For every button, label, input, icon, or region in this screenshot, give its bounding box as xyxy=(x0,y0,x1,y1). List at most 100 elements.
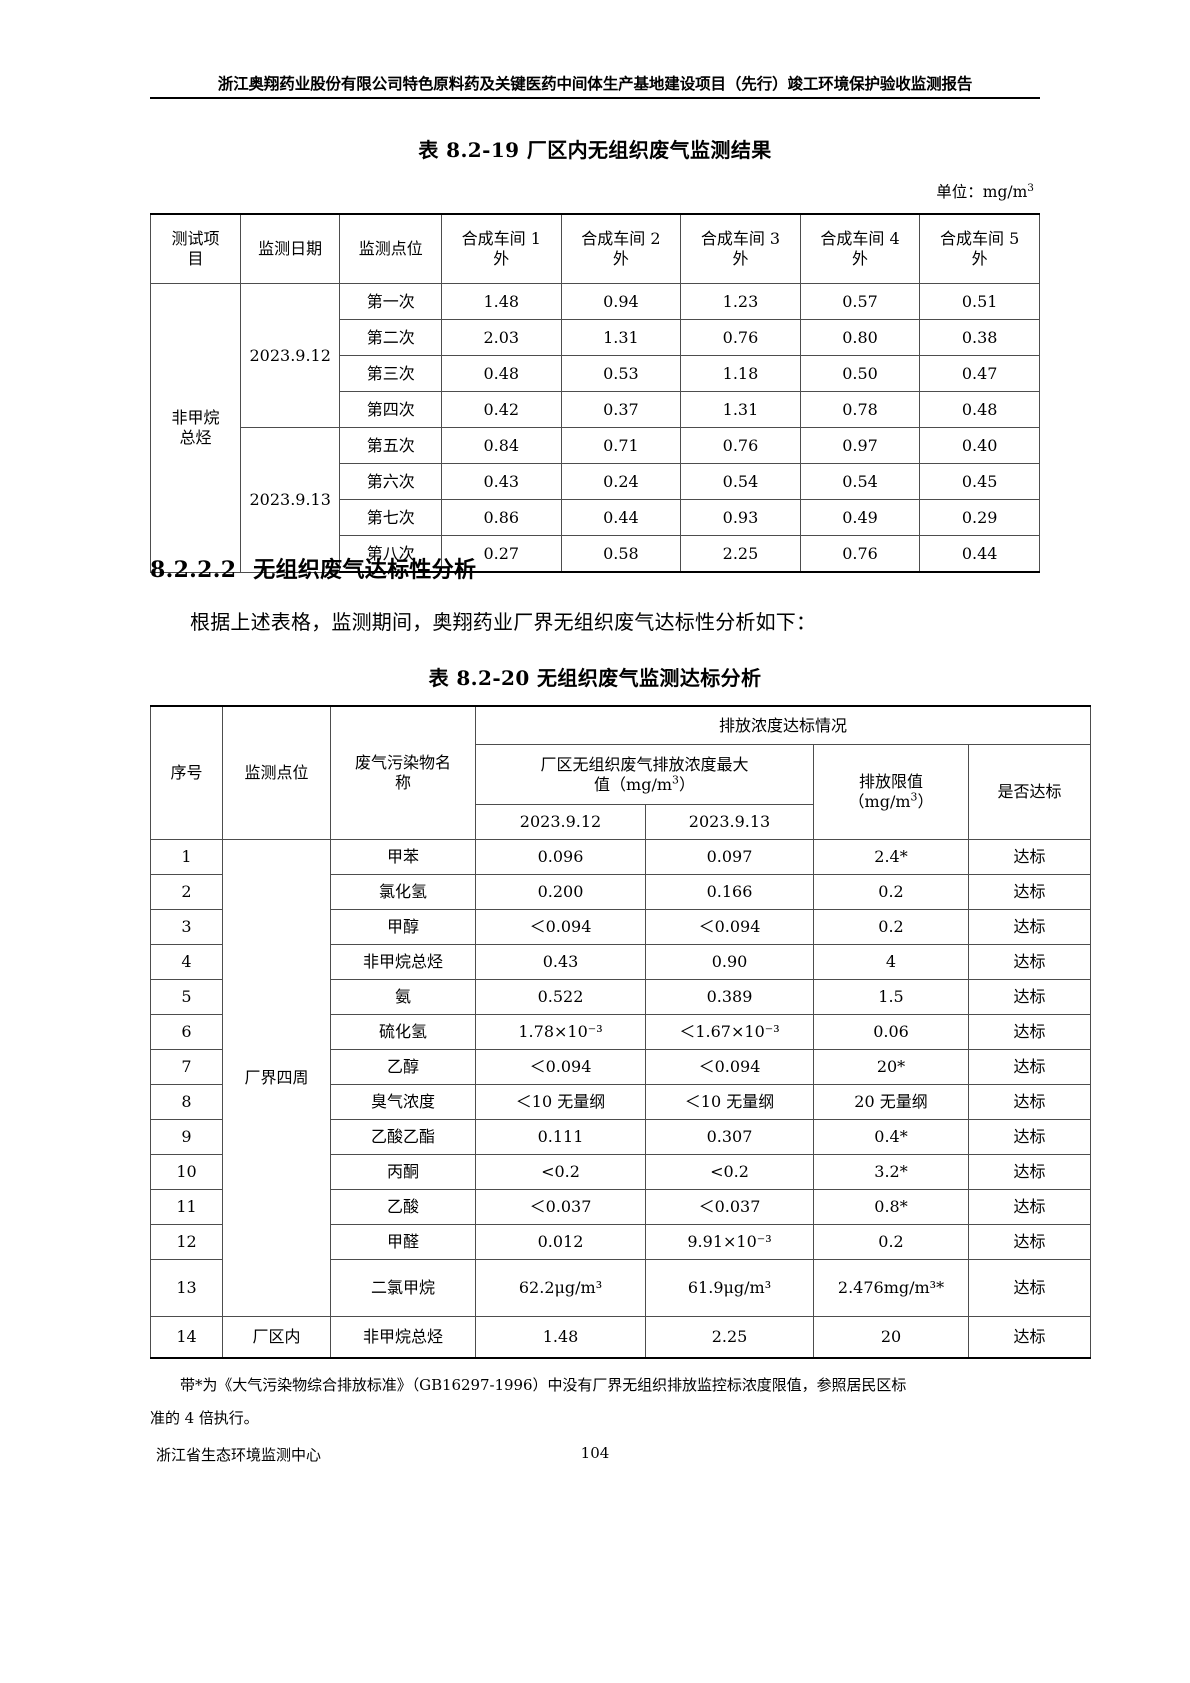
cell-seq: 4 xyxy=(150,944,223,980)
cell-limit: 20 无量纲 xyxy=(813,1084,969,1120)
cell-pollutant: 乙醇 xyxy=(330,1049,476,1085)
cell-value: 0.50 xyxy=(799,355,921,392)
cell-value: 0.49 xyxy=(799,499,921,536)
table-row: 9 乙酸乙酯 0.111 0.307 0.4* 达标 xyxy=(150,1119,1092,1155)
intro-paragraph: 根据上述表格，监测期间，奥翔药业厂界无组织废气达标性分析如下： xyxy=(190,610,817,634)
cell-seq: 3 xyxy=(150,909,223,945)
cell-pollutant: 甲醇 xyxy=(330,909,476,945)
cell-seq: 12 xyxy=(150,1224,223,1260)
cell-point: 第八次 xyxy=(339,535,443,573)
col-header-monitor-point: 监测点位 xyxy=(222,705,331,840)
cell-seq: 7 xyxy=(150,1049,223,1085)
cell-limit: 2.476mg/m³* xyxy=(813,1259,969,1317)
cell-limit: 0.06 xyxy=(813,1014,969,1050)
cell-seq: 8 xyxy=(150,1084,223,1120)
cell-value-date2: 0.90 xyxy=(645,944,814,980)
cell-seq: 14 xyxy=(150,1316,223,1359)
cell-pollutant: 二氯甲烷 xyxy=(330,1259,476,1317)
cell-value: 1.31 xyxy=(560,319,682,356)
cell-value: 0.76 xyxy=(680,427,801,464)
cell-value-date2: 0.389 xyxy=(645,979,814,1015)
table-row: 第七次 0.86 0.44 0.93 0.49 0.29 xyxy=(151,499,1040,536)
status-badge: 达标 xyxy=(967,909,1092,945)
table-20: 序号 监测点位 废气污染物名 称 排放浓度达标情况 厂区无组织废气排放浓度最大 … xyxy=(150,705,1092,1359)
table-row: 第八次 0.27 0.58 2.25 0.76 0.44 xyxy=(151,535,1040,573)
cell-value: 0.44 xyxy=(560,499,682,536)
table-row: 13 二氯甲烷 62.2μg/m³ 61.9μg/m³ 2.476mg/m³* … xyxy=(150,1259,1092,1317)
cell-value: 0.76 xyxy=(680,319,801,356)
cell-value-date1: ＜10 无量纲 xyxy=(475,1084,646,1120)
table-20-header-row-1: 序号 监测点位 废气污染物名 称 排放浓度达标情况 xyxy=(150,705,1092,840)
table-row: 14 厂区内 非甲烷总烃 1.48 2.25 20 达标 xyxy=(150,1316,1092,1359)
cell-value: 0.29 xyxy=(919,499,1040,536)
cell-limit: 20* xyxy=(813,1049,969,1085)
cell-pollutant: 甲苯 xyxy=(330,839,476,875)
cell-value-date1: ＜0.094 xyxy=(475,1049,646,1085)
cell-value-date2: <0.2 xyxy=(645,1154,814,1190)
cell-pollutant: 甲醛 xyxy=(330,1224,476,1260)
cell-test-item: 非甲烷 总烃 xyxy=(150,283,241,573)
section-heading: 8.2.2.2 无组织废气达标性分析 xyxy=(150,552,1040,584)
cell-limit: 0.4* xyxy=(813,1119,969,1155)
table-row: 10 丙酮 <0.2 <0.2 3.2* 达标 xyxy=(150,1154,1092,1190)
status-badge: 达标 xyxy=(967,1259,1092,1317)
cell-limit: 0.8* xyxy=(813,1189,969,1225)
table-row: 2023.9.13 第五次 0.84 0.71 0.76 0.97 0.40 xyxy=(151,427,1040,573)
cell-value-date2: 0.166 xyxy=(645,874,814,910)
cell-value: 0.54 xyxy=(680,463,801,500)
cell-value: 0.37 xyxy=(560,391,682,428)
cell-value-date1: 1.78×10⁻³ xyxy=(475,1014,646,1050)
cell-limit: 3.2* xyxy=(813,1154,969,1190)
cell-seq: 1 xyxy=(150,839,223,875)
cell-value-date1: 0.522 xyxy=(475,979,646,1015)
cell-value-date1: 1.48 xyxy=(475,1316,646,1359)
cell-value-date1: ＜0.037 xyxy=(475,1189,646,1225)
cell-point: 第六次 xyxy=(339,463,443,500)
running-header: 浙江奥翔药业股份有限公司特色原料药及关键医药中间体生产基地建设项目（先行）竣工环… xyxy=(150,74,1040,100)
col-header-workshop-3: 合成车间 3 外 xyxy=(680,213,801,284)
cell-pollutant: 乙酸乙酯 xyxy=(330,1119,476,1155)
cell-value: 0.43 xyxy=(441,463,562,500)
footer-page-number: 104 xyxy=(580,1444,610,1462)
table-row: 8 臭气浓度 ＜10 无量纲 ＜10 无量纲 20 无量纲 达标 xyxy=(150,1084,1092,1120)
cell-value: 0.51 xyxy=(919,283,1040,320)
table-19: 测试项 目 监测日期 监测点位 合成车间 1 外 合成车间 2 外 合成车间 3 xyxy=(150,213,1040,573)
cell-limit: 4 xyxy=(813,944,969,980)
cell-pollutant: 非甲烷总烃 xyxy=(330,944,476,980)
table-row: 4 非甲烷总烃 0.43 0.90 4 达标 xyxy=(150,944,1092,980)
cell-seq: 5 xyxy=(150,979,223,1015)
cell-value: 2.25 xyxy=(680,535,801,573)
cell-value-date1: 0.111 xyxy=(475,1119,646,1155)
cell-pollutant: 丙酮 xyxy=(330,1154,476,1190)
col-header-pollutant-name: 废气污染物名 称 xyxy=(330,705,476,840)
cell-value-date1: <0.2 xyxy=(475,1154,646,1190)
cell-value: 0.38 xyxy=(919,319,1040,356)
cell-point: 第一次 xyxy=(339,283,443,320)
col-header-max-concentration: 厂区无组织废气排放浓度最大 值（mg/m3） xyxy=(475,744,814,805)
cell-point: 第二次 xyxy=(339,319,443,356)
cell-seq: 9 xyxy=(150,1119,223,1155)
col-header-date-1: 2023.9.12 xyxy=(475,804,646,840)
cell-point-group-1: 厂界四周 xyxy=(222,839,331,1317)
cell-value-date2: 2.25 xyxy=(645,1316,814,1359)
table-row: 12 甲醛 0.012 9.91×10⁻³ 0.2 达标 xyxy=(150,1224,1092,1260)
cell-value: 0.44 xyxy=(919,535,1040,573)
table-row: 第六次 0.43 0.24 0.54 0.54 0.45 xyxy=(151,463,1040,500)
cell-point: 第五次 xyxy=(339,427,443,464)
table-row: 3 甲醇 ＜0.094 ＜0.094 0.2 达标 xyxy=(150,909,1092,945)
cell-value: 0.24 xyxy=(560,463,682,500)
table-20-caption: 表 8.2-20 无组织废气监测达标分析 xyxy=(428,666,762,690)
status-badge: 达标 xyxy=(967,874,1092,910)
col-header-date-2: 2023.9.13 xyxy=(645,804,814,840)
table-row: 5 氨 0.522 0.389 1.5 达标 xyxy=(150,979,1092,1015)
cell-value-date1: 0.096 xyxy=(475,839,646,875)
cell-pollutant: 氯化氢 xyxy=(330,874,476,910)
table-note-line-2: 准的 4 倍执行。 xyxy=(150,1409,259,1427)
cell-date-1: 2023.9.12 xyxy=(239,283,341,428)
col-header-test-item: 测试项 目 xyxy=(150,213,241,284)
status-badge: 达标 xyxy=(967,1014,1092,1050)
cell-value: 1.31 xyxy=(680,391,801,428)
header-divider xyxy=(150,97,1040,100)
col-header-compliant: 是否达标 xyxy=(967,744,1092,840)
